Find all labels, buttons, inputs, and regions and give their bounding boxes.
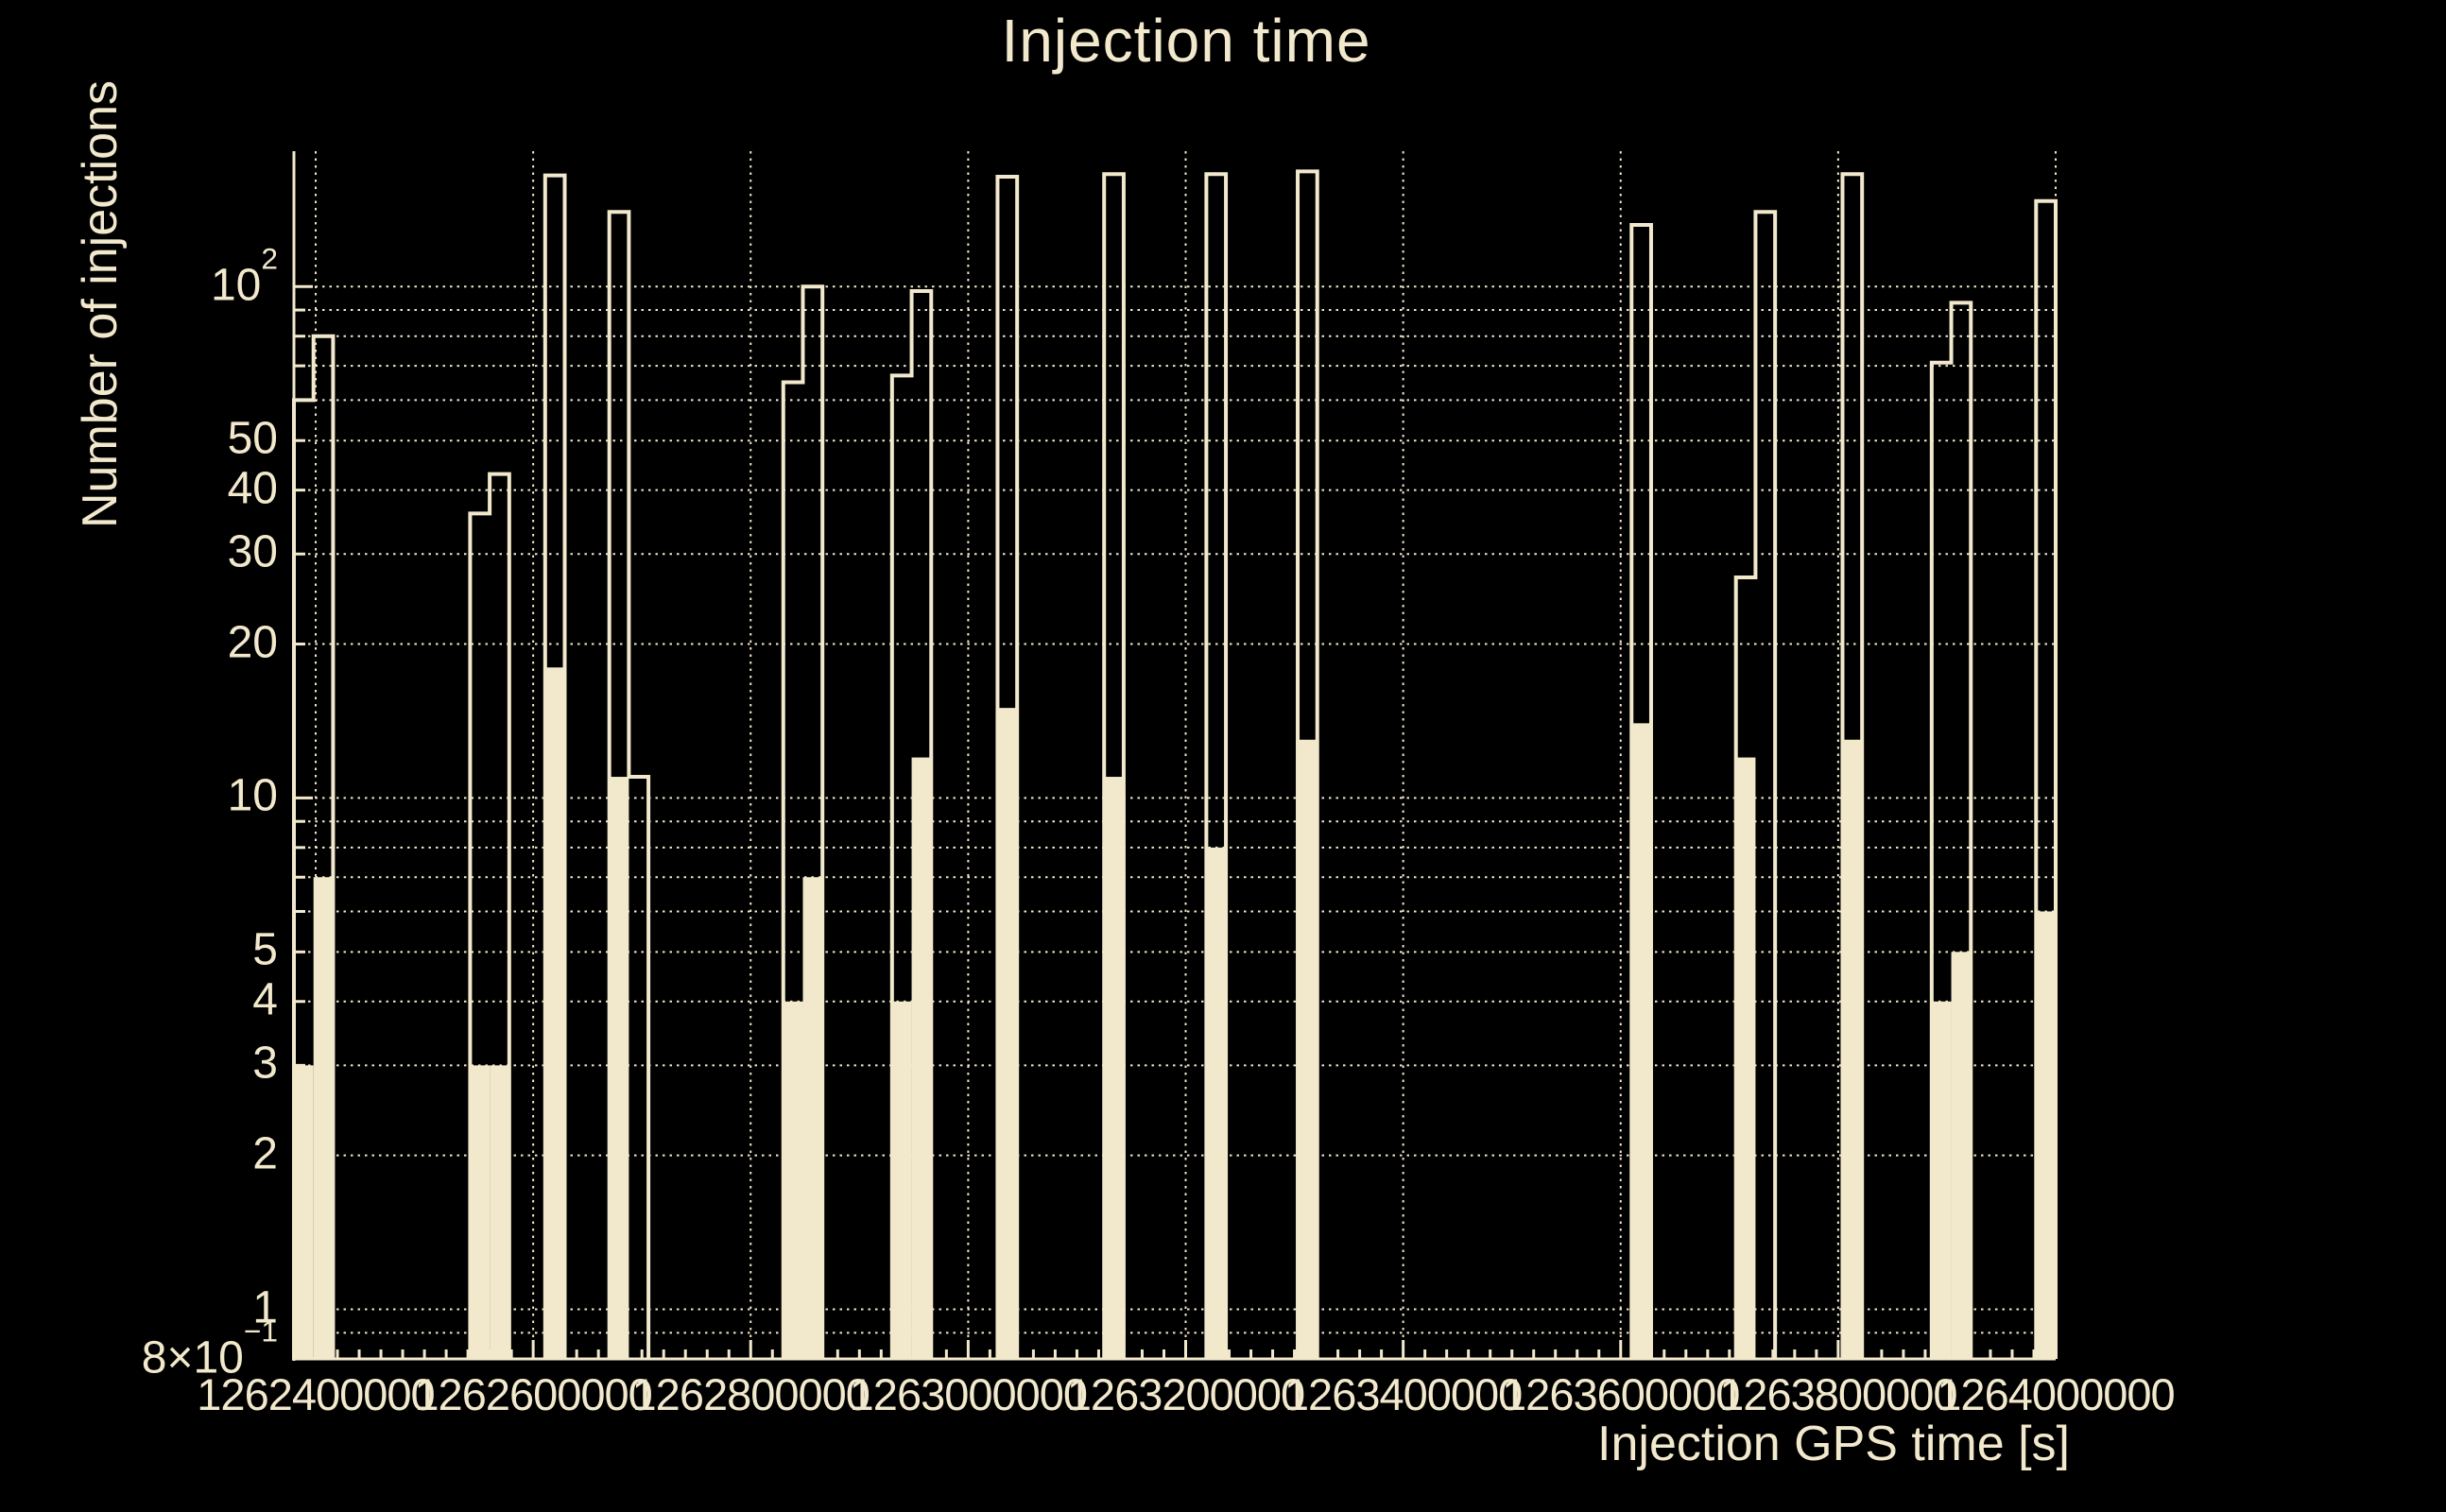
outline-bar-group (1733, 210, 1778, 1359)
filled-bar (1104, 777, 1124, 1359)
filled-bar (1206, 847, 1227, 1359)
x-tick-label: 1263000000 (849, 1369, 1088, 1419)
outline-bar-group (2034, 198, 2058, 1359)
filled-bar (313, 877, 334, 1359)
y-tick-label: 3 (252, 1038, 278, 1089)
y-tick-label: 20 (227, 616, 278, 667)
outline-bar-group (1204, 172, 1229, 1359)
filled-bar (802, 877, 823, 1359)
outline-bar-group (1296, 169, 1319, 1359)
x-axis-title: Injection GPS time [s] (1597, 1417, 2070, 1471)
filled-bar (1631, 723, 1651, 1359)
outline-bar-group (543, 173, 567, 1359)
x-tick-label: 1264000000 (1937, 1369, 2175, 1419)
outline-bar-group (468, 472, 511, 1359)
filled-bar (609, 777, 629, 1359)
x-tick-label: 1263200000 (1066, 1369, 1305, 1419)
filled-bar (490, 1065, 509, 1359)
filled-bar (997, 708, 1018, 1359)
chart-title: Injection time (1001, 7, 1371, 75)
x-tick-label: 1263400000 (1283, 1369, 1523, 1419)
y-tick-label: 50 (227, 413, 278, 464)
filled-bar (2036, 911, 2056, 1359)
x-tick-label: 1263600000 (1502, 1369, 1740, 1419)
y-tick-label: 8×10−1 (141, 1314, 278, 1383)
filled-bar (1735, 757, 1756, 1359)
filled-bar (544, 667, 565, 1359)
y-tick-label: 40 (227, 462, 278, 513)
outline-bar-group (781, 284, 825, 1359)
x-tick-label: 1262800000 (631, 1369, 870, 1419)
filled-bar (1951, 952, 1972, 1359)
y-tick-label: 1 (252, 1281, 278, 1332)
outline-bar-group (889, 289, 934, 1359)
filled-bar (1842, 739, 1863, 1359)
outline-bar-group (995, 175, 1020, 1359)
filled-bar (783, 1001, 803, 1359)
filled-bar (891, 1001, 912, 1359)
x-tick-label: 1262600000 (414, 1369, 652, 1419)
filled-bar (470, 1065, 491, 1359)
y-tick-label: 10 (227, 770, 278, 821)
y-tick-label: 4 (252, 974, 278, 1025)
filled-bar (1931, 1001, 1952, 1359)
outline-bar-group (607, 210, 651, 1359)
outline-bar-group (1840, 172, 1865, 1359)
x-tick-label: 1263800000 (1719, 1369, 1957, 1419)
filled-bar (1298, 739, 1318, 1359)
y-tick-label: 102 (210, 242, 278, 311)
y-tick-label: 5 (252, 924, 278, 975)
outline-bar-group (1102, 172, 1126, 1359)
outline-bar-group (1629, 223, 1653, 1359)
filled-bar (294, 1065, 314, 1359)
y-tick-label: 30 (227, 526, 278, 577)
x-tick-label: 1262400000 (197, 1369, 435, 1419)
outline-bar-group (1929, 301, 1973, 1359)
y-tick-label: 2 (252, 1127, 278, 1178)
filled-bar (911, 757, 932, 1359)
